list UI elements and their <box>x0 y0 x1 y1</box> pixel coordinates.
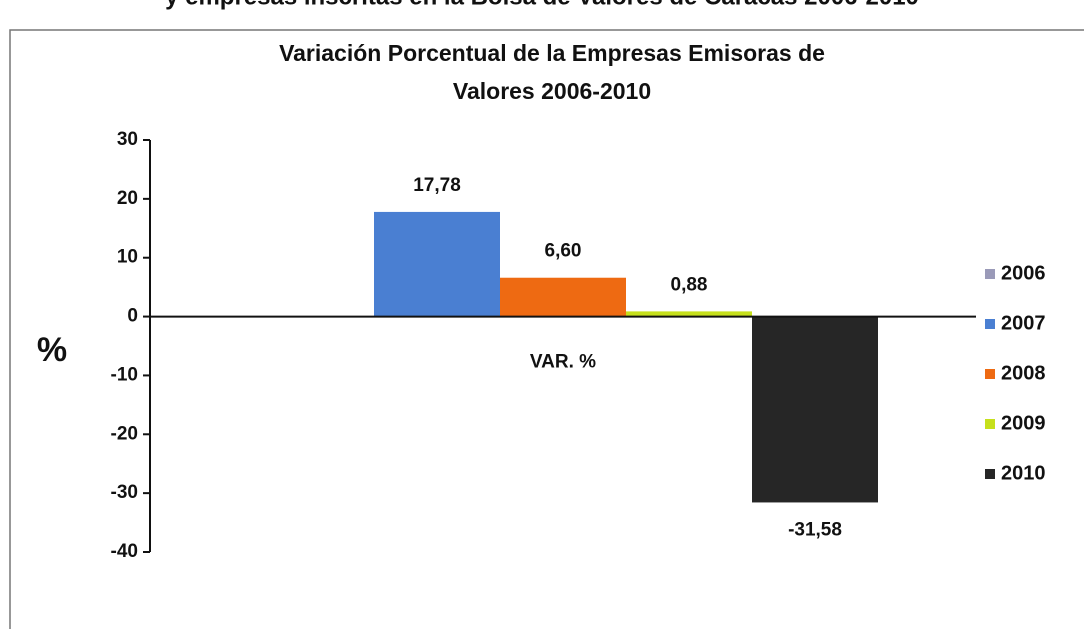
data-label: 17,78 <box>413 175 461 196</box>
chart-frame <box>9 29 1084 629</box>
data-label: -31,58 <box>788 519 842 540</box>
bar <box>752 316 878 503</box>
legend-swatch <box>985 469 995 479</box>
y-tick-label: -40 <box>111 541 138 562</box>
bar <box>626 311 752 317</box>
legend-label: 2006 <box>1001 262 1046 284</box>
legend-swatch <box>985 369 995 379</box>
x-tick-label: VAR. % <box>530 352 596 373</box>
y-tick-label: -20 <box>111 423 138 444</box>
bar <box>500 277 626 317</box>
chart-title: Valores 2006-2010 <box>453 78 651 104</box>
legend-swatch <box>985 319 995 329</box>
legend-label: 2010 <box>1001 462 1046 484</box>
legend-swatch <box>985 269 995 279</box>
y-tick-label: -10 <box>111 364 138 385</box>
supertitle: y empresas inscritas en la Bolsa de Valo… <box>165 0 919 10</box>
y-tick-label: 0 <box>127 306 138 327</box>
chart-title: Variación Porcentual de la Empresas Emis… <box>279 40 825 66</box>
y-tick-label: 10 <box>117 247 138 268</box>
legend-label: 2008 <box>1001 362 1046 384</box>
legend-label: 2007 <box>1001 312 1046 334</box>
legend-swatch <box>985 419 995 429</box>
legend-label: 2009 <box>1001 412 1046 434</box>
bar <box>374 211 500 317</box>
y-axis-label: % <box>37 331 67 369</box>
data-label: 6,60 <box>545 241 582 262</box>
y-tick-label: 20 <box>117 188 138 209</box>
y-tick-label: -30 <box>111 482 138 503</box>
data-label: 0,88 <box>671 274 708 295</box>
y-tick-label: 30 <box>117 129 138 150</box>
